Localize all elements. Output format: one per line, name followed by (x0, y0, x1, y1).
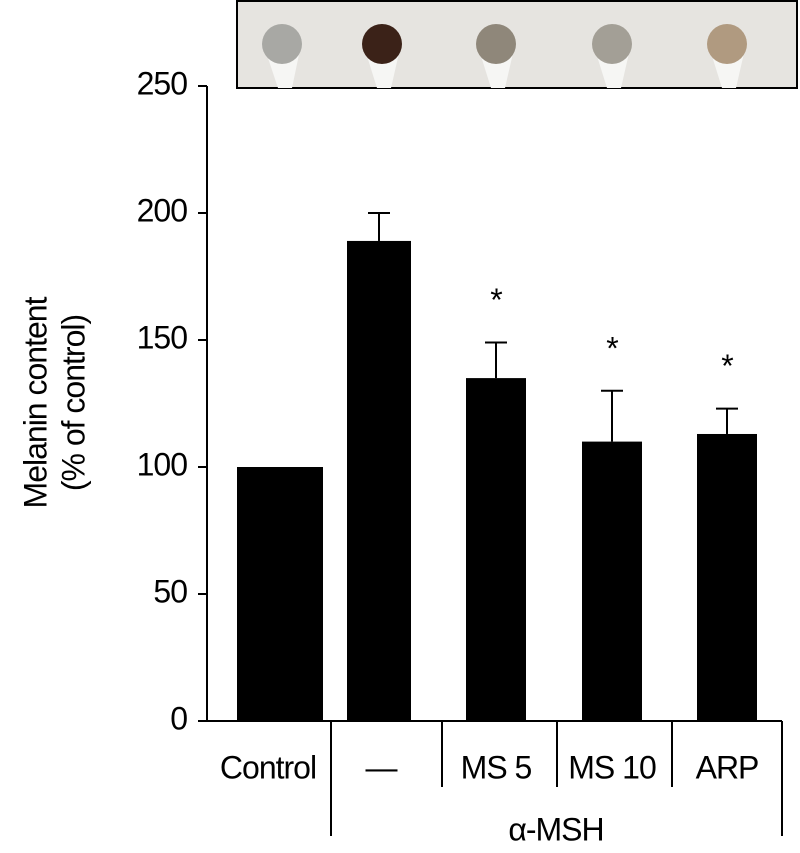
y-label-line: (% of control) (55, 315, 91, 491)
x-tick-label: MS 5 (461, 749, 532, 785)
y-label-line: Melanin content (17, 296, 53, 508)
y-tick-label: 150 (137, 319, 188, 355)
tube-photo (236, 0, 798, 89)
bar (347, 240, 411, 721)
annotation: * (490, 282, 502, 318)
bar (237, 467, 323, 721)
x-tick-label: Control (220, 749, 316, 785)
y-tick-label: 250 (137, 65, 188, 101)
y-tick-label: 200 (137, 192, 188, 228)
annotation: * (606, 330, 618, 366)
y-label: Melanin content (% of control) (17, 296, 91, 508)
annotation: * (721, 348, 733, 384)
y-tick-label: 50 (153, 573, 187, 609)
bar (466, 378, 526, 721)
bar (697, 433, 757, 721)
x-tick-label: — (366, 749, 398, 785)
y-tick-label: 100 (137, 446, 188, 482)
x-tick-label: MS 10 (568, 749, 656, 785)
bar (582, 441, 642, 721)
x-tick-label: ARP (696, 749, 759, 785)
group-label: α-MSH (508, 811, 603, 847)
y-tick-label: 0 (170, 700, 187, 736)
